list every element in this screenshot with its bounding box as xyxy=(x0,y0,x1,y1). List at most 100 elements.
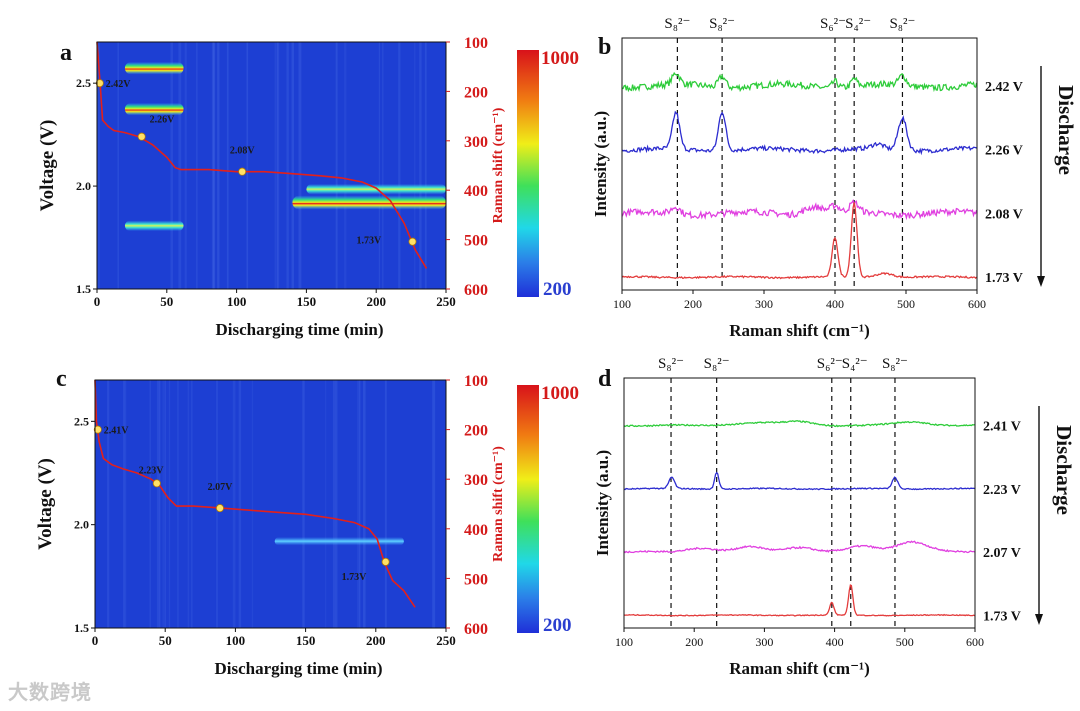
x-tick-label: 0 xyxy=(92,633,99,648)
voltage-label: 2.41V xyxy=(104,426,130,437)
heatmap-texture xyxy=(344,42,347,289)
series-label: 2.08 V xyxy=(985,207,1023,222)
heatmap-texture xyxy=(382,42,384,289)
voltage-marker xyxy=(215,504,224,513)
y-axis-label: Voltage (V) xyxy=(37,120,58,212)
voltage-marker xyxy=(381,557,390,566)
spectrum-line xyxy=(623,540,975,554)
peak-label: S₈²⁻ xyxy=(889,16,915,32)
peak-label: S₆²⁻ xyxy=(820,16,846,32)
heatmap-texture xyxy=(276,42,279,289)
y2-axis-label: Raman shift (cm⁻¹) xyxy=(491,446,506,562)
x-tick-label: 100 xyxy=(227,294,247,309)
y-tick-label: 2.5 xyxy=(76,76,91,90)
heatmap-texture xyxy=(195,42,198,289)
x-tick-label: 300 xyxy=(755,635,773,649)
x-tick-label: 600 xyxy=(966,635,984,649)
series-label: 2.42 V xyxy=(985,80,1023,95)
heatmap-texture xyxy=(332,380,336,628)
heatmap-background xyxy=(95,380,446,628)
heatmap-texture xyxy=(335,380,338,628)
heatmap-texture xyxy=(432,380,436,628)
y2-tick-label: 600 xyxy=(464,282,488,299)
heatmap-texture xyxy=(107,380,110,628)
y2-tick-label: 400 xyxy=(464,522,488,539)
voltage-label: 2.23V xyxy=(139,465,165,476)
heatmap-texture xyxy=(274,42,277,289)
peak-label: S₄²⁻ xyxy=(842,356,868,372)
panel-letter: d xyxy=(598,366,612,392)
peak-label: S₆²⁻ xyxy=(817,356,843,372)
voltage-label: 2.26V xyxy=(150,115,176,126)
heatmap-panel-c: 2.41V 2.23V 2.07V 1.73V 0 50 100 150 200 250 Disch… xyxy=(35,366,579,678)
heatmap-texture xyxy=(359,380,361,628)
x-axis-label: Discharging time (min) xyxy=(214,659,382,678)
peak-label: S₄²⁻ xyxy=(845,16,871,32)
plot-frame xyxy=(621,37,978,291)
heatmap-texture xyxy=(156,380,160,628)
heatmap-texture xyxy=(398,42,401,289)
raman-band xyxy=(274,537,404,546)
series-label: 2.26 V xyxy=(985,144,1023,159)
spectrum-line xyxy=(623,471,975,491)
y-tick-label: 2.0 xyxy=(76,179,91,193)
y-axis-label: Intensity (a.u.) xyxy=(591,111,610,217)
x-tick-label: 200 xyxy=(684,297,702,311)
heatmap-texture xyxy=(298,42,302,289)
colorbar-min-label: 200 xyxy=(543,615,572,636)
voltage-label: 2.08V xyxy=(230,146,256,157)
peak-label: S₈²⁻ xyxy=(882,356,908,372)
y2-tick-label: 500 xyxy=(464,571,488,588)
x-tick-label: 100 xyxy=(615,635,633,649)
heatmap-texture xyxy=(215,380,219,628)
x-tick-label: 600 xyxy=(968,297,986,311)
heatmap-texture xyxy=(335,42,338,289)
heatmap-texture xyxy=(302,380,305,628)
heatmap-texture xyxy=(246,42,249,289)
raman-band xyxy=(306,184,446,195)
voltage-label: 2.07V xyxy=(208,482,234,493)
colorbar-max-label: 1000 xyxy=(541,383,579,404)
y-tick-label: 1.5 xyxy=(76,282,91,296)
series-label: 2.07 V xyxy=(983,546,1021,561)
voltage-marker xyxy=(238,167,247,176)
discharge-curve xyxy=(94,379,416,608)
x-tick-label: 400 xyxy=(826,297,844,311)
x-axis-label: Raman shift (cm⁻¹) xyxy=(729,321,870,340)
raman-band xyxy=(124,61,184,75)
x-tick-label: 250 xyxy=(436,294,456,309)
colorbar xyxy=(517,385,539,633)
heatmap-background xyxy=(97,42,446,289)
spectrum-line xyxy=(623,420,975,428)
y2-tick-label: 500 xyxy=(464,233,488,250)
heatmap-texture xyxy=(424,42,427,289)
watermark: 大数跨境 xyxy=(8,680,92,704)
heatmap-texture xyxy=(149,380,151,628)
plot-frame xyxy=(96,41,447,290)
panel-letter: c xyxy=(56,366,67,392)
heatmap-texture xyxy=(217,42,220,289)
y2-tick-label: 300 xyxy=(464,472,488,489)
heatmap-texture xyxy=(357,380,360,628)
raman-band xyxy=(124,102,184,116)
plot-frame xyxy=(623,377,976,629)
x-tick-label: 200 xyxy=(685,635,703,649)
y2-tick-label: 100 xyxy=(464,373,488,390)
series-label: 1.73 V xyxy=(983,609,1021,624)
voltage-label: 1.73V xyxy=(356,236,382,247)
heatmap-texture xyxy=(363,380,366,628)
x-tick-label: 50 xyxy=(160,294,173,309)
series-label: 2.41 V xyxy=(983,420,1021,435)
heatmap-texture xyxy=(123,380,127,628)
heatmap-texture xyxy=(213,42,216,289)
discharge-arrow-head xyxy=(1037,276,1045,287)
heatmap-texture xyxy=(177,380,179,628)
x-axis-label: Raman shift (cm⁻¹) xyxy=(729,659,870,678)
voltage-marker xyxy=(152,479,161,488)
colorbar-max-label: 1000 xyxy=(541,48,579,69)
y2-tick-label: 200 xyxy=(464,84,488,101)
voltage-marker xyxy=(408,237,417,246)
peak-label: S₈²⁻ xyxy=(664,16,690,32)
spectrum-line xyxy=(623,584,975,617)
